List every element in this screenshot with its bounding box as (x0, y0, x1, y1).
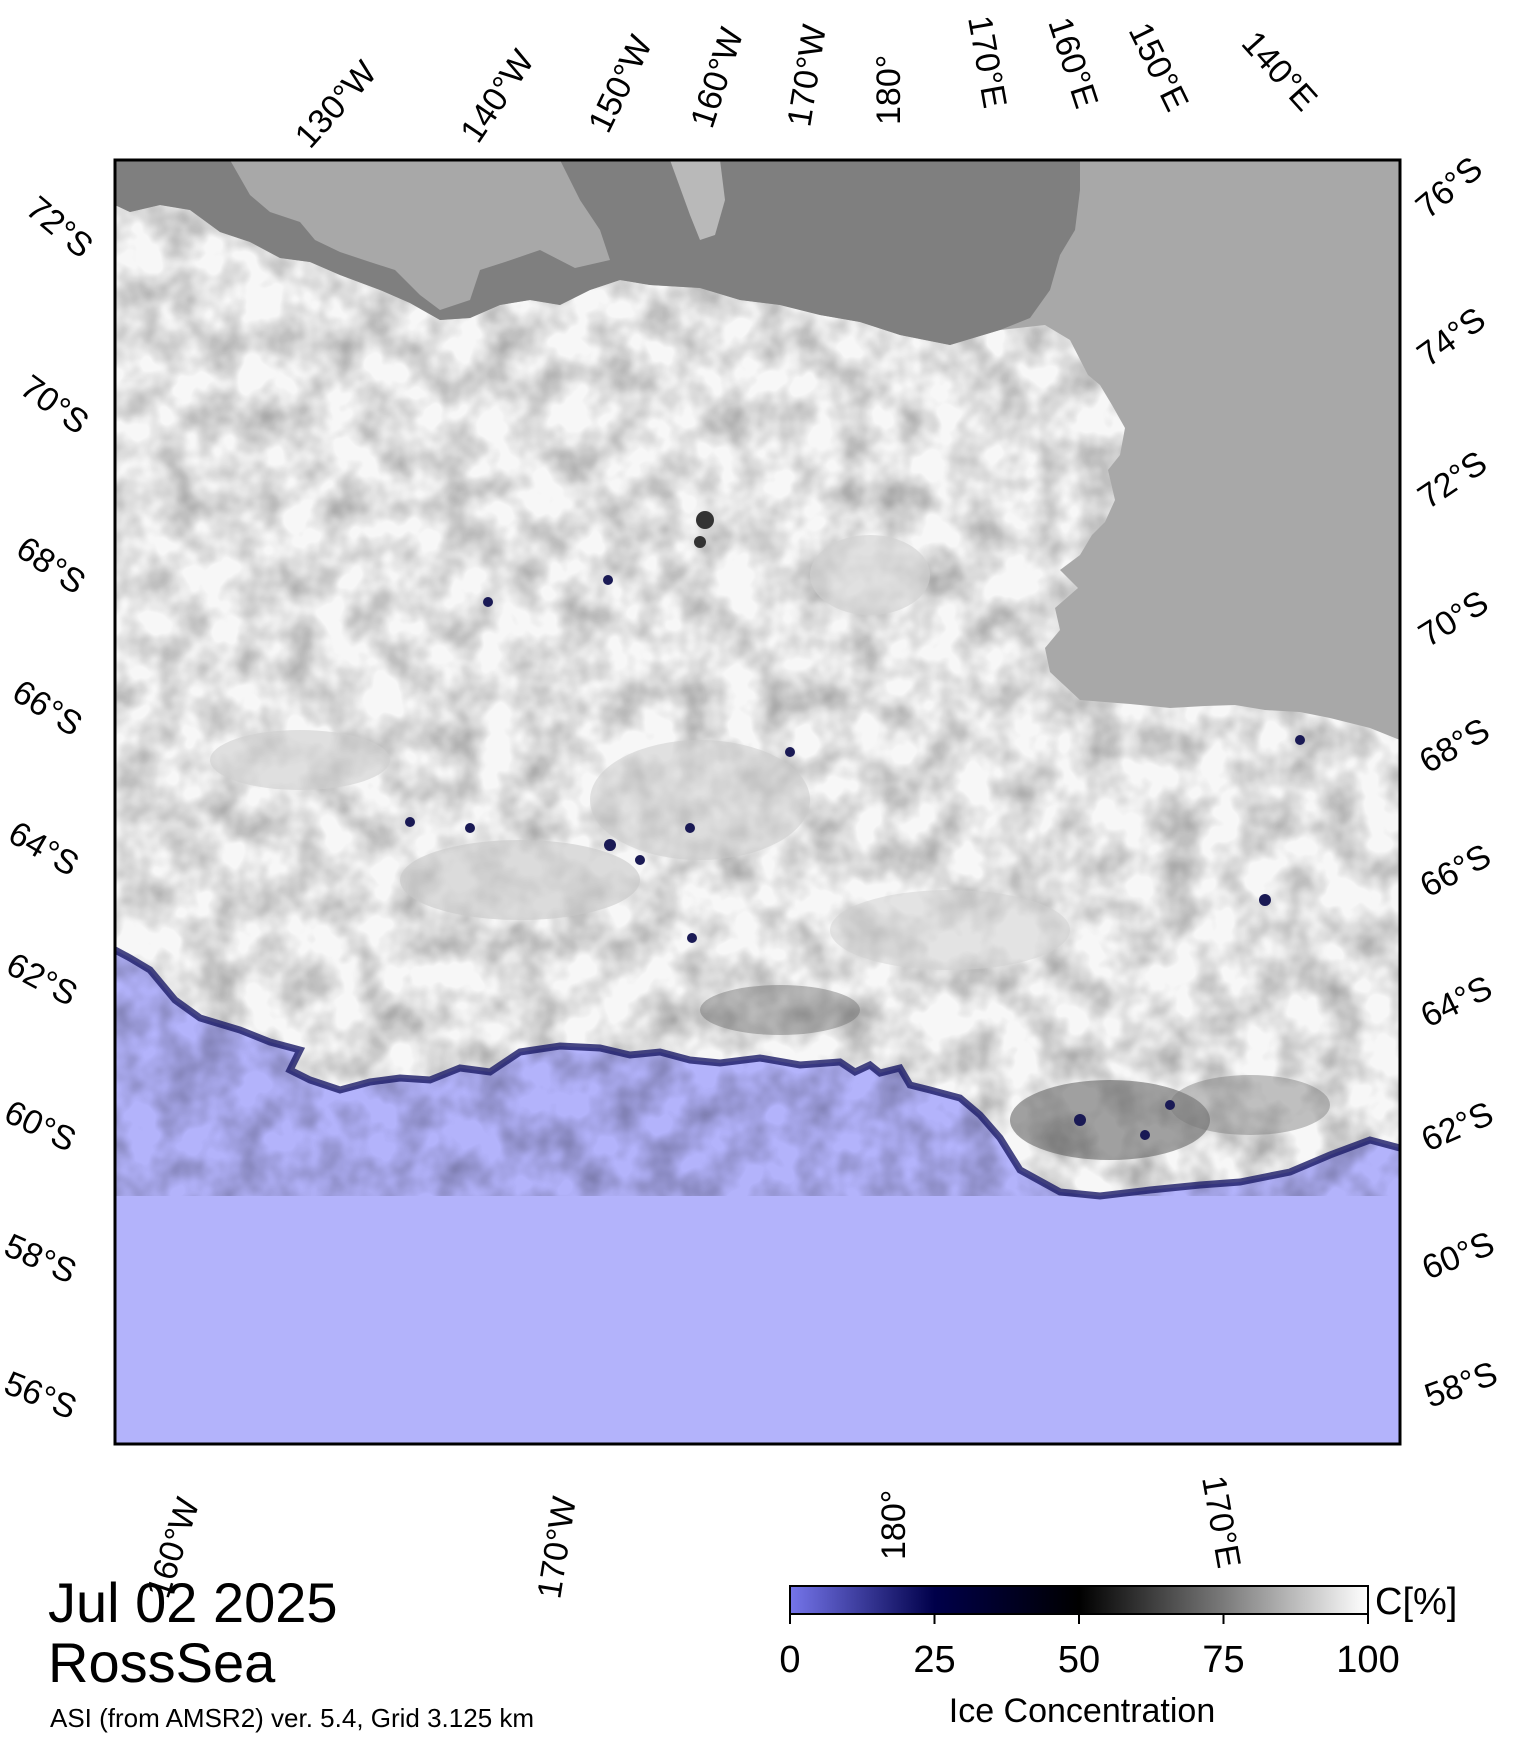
lat-label-right-72s: 72°S (1411, 444, 1494, 517)
colorbar-tick-25: 25 (913, 1639, 955, 1681)
lon-label-170w-bottom: 170°W (530, 1494, 584, 1601)
lat-label-right-66s: 66°S (1414, 837, 1497, 905)
date-label: Jul 02 2025 (48, 1571, 338, 1634)
product-description: ASI (from AMSR2) ver. 5.4, Grid 3.125 km (50, 1703, 534, 1733)
lon-label-160w: 160°W (683, 23, 751, 132)
land-lobe (670, 160, 725, 240)
lon-label-130w: 130°W (288, 54, 385, 156)
lat-label-right-64s: 64°S (1415, 969, 1498, 1036)
colorbar-title: Ice Concentration (949, 1692, 1216, 1730)
region-label: RossSea (48, 1631, 276, 1694)
colorbar-tick-marks (789, 1614, 1369, 1624)
colorbar-tick-100: 100 (1336, 1639, 1399, 1681)
lat-label-right-74s: 74°S (1410, 300, 1492, 374)
lat-label-left-72s: 72°S (19, 189, 100, 266)
lon-label-170e: 170°E (960, 13, 1014, 111)
colorbar-gradient (789, 1585, 1369, 1615)
lon-label-180-bottom: 180° (875, 1490, 913, 1560)
latitude-labels-left: 72°S 70°S 68°S 66°S 64°S 62°S 60°S 58°S … (0, 189, 100, 1427)
lon-label-180-top: 180° (870, 55, 908, 125)
colorbar-tick-75: 75 (1202, 1639, 1244, 1681)
colorbar-unit: C[%] (1375, 1581, 1457, 1623)
lon-label-140w: 140°W (453, 43, 542, 149)
lat-label-left-58s: 58°S (0, 1227, 82, 1292)
lat-label-right-76s: 76°S (1409, 149, 1490, 226)
map-area (115, 160, 1400, 1444)
ice-concentration-texture (115, 160, 1400, 1196)
lat-label-left-66s: 66°S (6, 673, 89, 744)
lat-label-left-70s: 70°S (13, 368, 95, 442)
lat-label-right-70s: 70°S (1412, 583, 1495, 654)
colorbar-tick-0: 0 (779, 1639, 800, 1681)
lat-label-right-58s: 58°S (1420, 1354, 1503, 1415)
ice-patches (210, 511, 1330, 1160)
colorbar: 0 25 50 75 100 C[%] Ice Concentration (779, 1581, 1457, 1730)
land-lobe (230, 160, 610, 310)
ice-edge-band (115, 946, 1400, 1200)
lon-label-140e: 140°E (1234, 24, 1324, 119)
lat-label-right-68s: 68°S (1413, 711, 1496, 781)
colorbar-tick-50: 50 (1058, 1639, 1100, 1681)
lat-label-left-56s: 56°S (0, 1364, 82, 1427)
lon-label-150e: 150°E (1121, 17, 1196, 117)
lat-label-left-62s: 62°S (0, 946, 83, 1014)
lat-label-left-68s: 68°S (10, 529, 93, 602)
lat-label-left-64s: 64°S (2, 814, 85, 884)
lat-label-left-60s: 60°S (0, 1093, 82, 1160)
lon-label-170w: 170°W (780, 22, 834, 129)
lon-label-160e: 160°E (1040, 13, 1105, 113)
map-frame (113, 158, 1402, 1446)
longitude-labels-top: 130°W 140°W 150°W 160°W 170°W 180° 170°E… (288, 13, 1325, 156)
lat-label-right-60s: 60°S (1417, 1224, 1500, 1287)
lon-label-150w: 150°W (581, 30, 660, 139)
lat-label-right-62s: 62°S (1416, 1094, 1499, 1159)
latitude-labels-right: 76°S 74°S 72°S 70°S 68°S 66°S 64°S 62°S … (1409, 149, 1503, 1415)
lon-label-170e-bottom: 170°E (1194, 1473, 1248, 1571)
